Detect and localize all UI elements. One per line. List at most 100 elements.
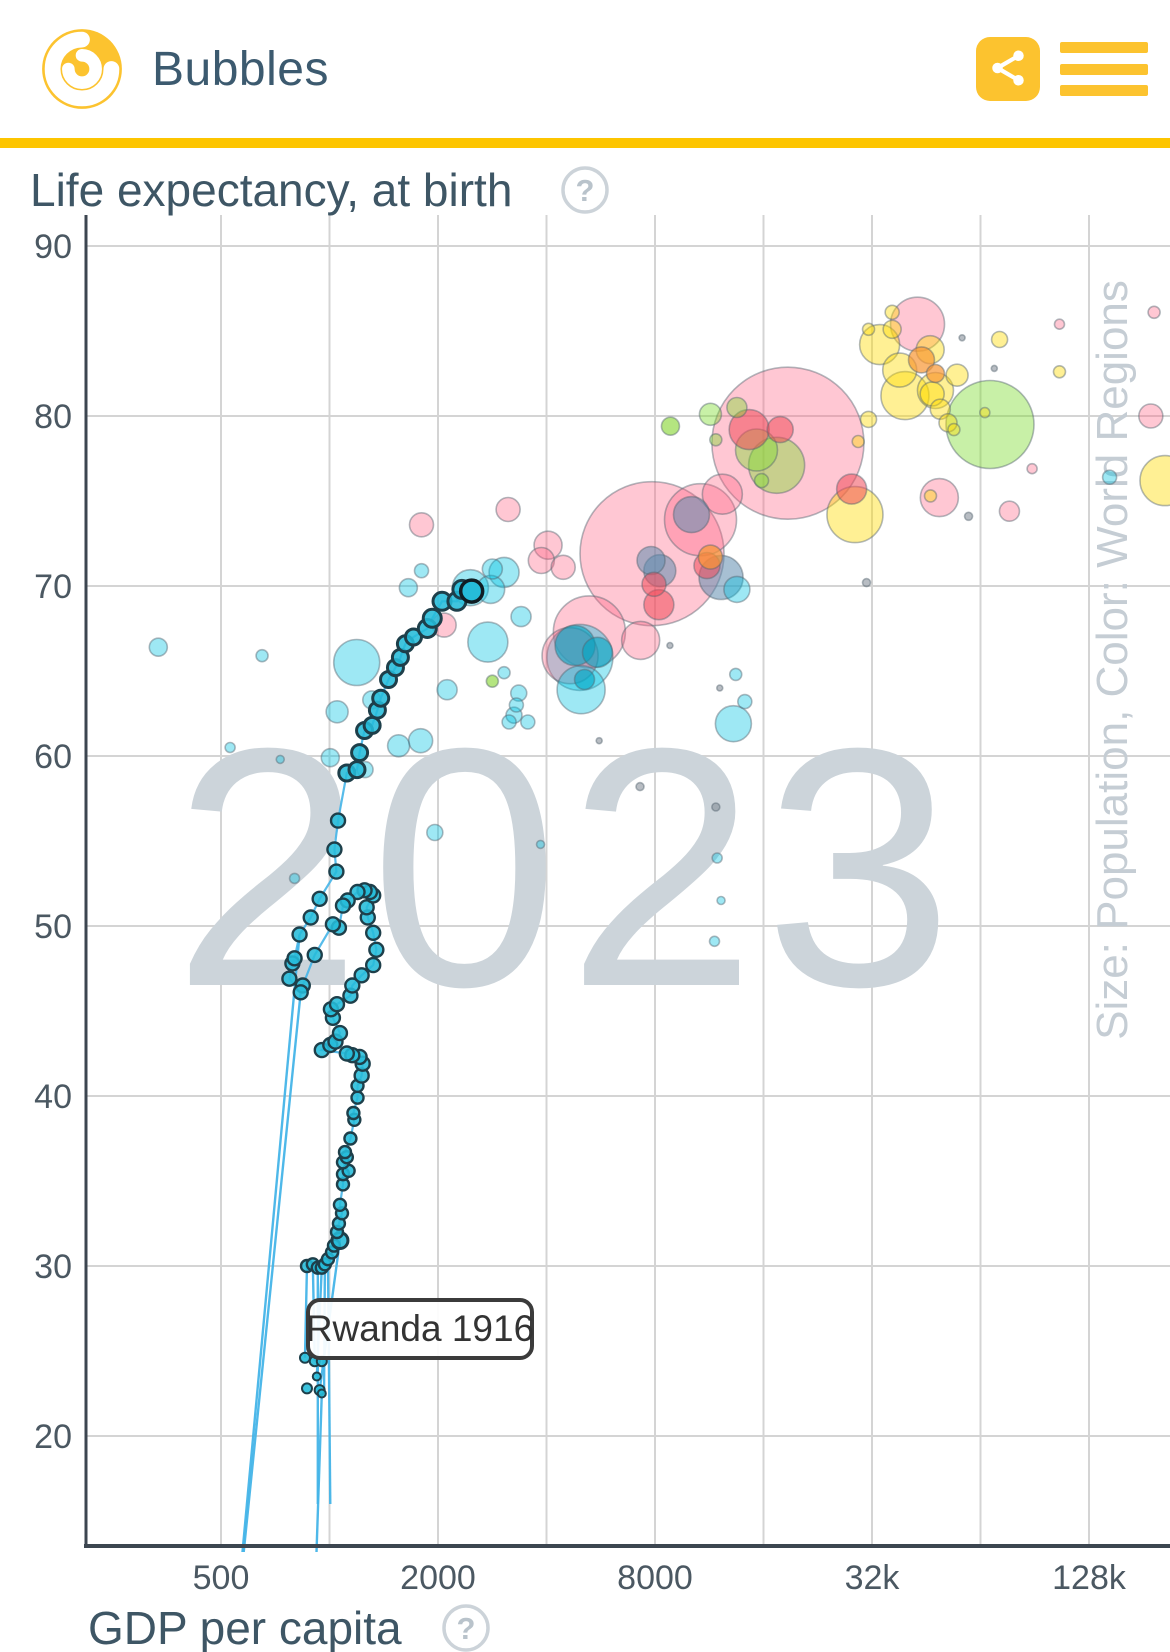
bubble[interactable] <box>861 577 872 588</box>
bubble[interactable] <box>413 562 430 579</box>
trail-bubble[interactable] <box>300 1382 313 1395</box>
trail-bubble[interactable] <box>328 996 346 1013</box>
bubble[interactable] <box>716 895 726 906</box>
trail-bubble[interactable] <box>311 1371 322 1382</box>
menu-button[interactable] <box>1060 37 1148 101</box>
trail-bubble[interactable] <box>338 1045 356 1062</box>
bubble[interactable] <box>728 667 743 682</box>
bubble[interactable] <box>320 747 341 768</box>
bubble[interactable] <box>386 733 411 758</box>
trail-bubble[interactable] <box>324 916 342 933</box>
bubble[interactable] <box>1147 305 1161 320</box>
bubble[interactable] <box>426 823 444 842</box>
bubble[interactable] <box>481 558 504 580</box>
trail-bubble[interactable] <box>350 1090 365 1105</box>
bubble[interactable] <box>275 754 286 765</box>
trail-bubble[interactable] <box>371 688 391 708</box>
bubble[interactable] <box>737 693 753 710</box>
bubble[interactable] <box>595 736 603 745</box>
bubble[interactable] <box>467 621 509 663</box>
bubble[interactable] <box>620 620 661 661</box>
bubble[interactable] <box>711 366 865 521</box>
bubble[interactable] <box>835 473 868 505</box>
bubble[interactable] <box>488 556 520 589</box>
bubble[interactable] <box>1101 469 1118 486</box>
bubble[interactable] <box>880 370 930 421</box>
bubble[interactable] <box>224 741 236 754</box>
bubble[interactable] <box>858 323 901 366</box>
bubble[interactable] <box>945 363 969 388</box>
trail-bubble[interactable] <box>316 1388 327 1399</box>
bubble[interactable] <box>990 364 999 373</box>
bubble[interactable] <box>697 544 724 570</box>
trail-bubble[interactable] <box>311 890 328 907</box>
trail-bubble[interactable] <box>347 760 367 780</box>
trail-bubble[interactable] <box>326 841 343 858</box>
trail-bubble[interactable] <box>331 1024 349 1042</box>
trail-bubble[interactable] <box>334 897 352 914</box>
bubble[interactable] <box>1138 403 1164 429</box>
bubble[interactable] <box>708 935 721 948</box>
trail-bubble[interactable] <box>364 924 382 941</box>
bubble[interactable] <box>636 545 666 576</box>
trail-bubble[interactable] <box>337 1144 353 1160</box>
bubble[interactable] <box>923 489 938 503</box>
bubble[interactable] <box>485 674 500 689</box>
bubble[interactable] <box>641 571 667 598</box>
trail-bubble[interactable] <box>350 743 370 763</box>
bubble[interactable] <box>925 363 946 384</box>
bubble[interactable] <box>436 678 458 701</box>
bubble[interactable] <box>907 346 936 374</box>
bubble[interactable] <box>947 422 961 437</box>
bubble[interactable] <box>635 781 645 792</box>
bubble[interactable] <box>1052 364 1067 379</box>
bubble[interactable] <box>711 802 721 812</box>
bubble[interactable] <box>508 697 525 713</box>
bubble[interactable] <box>963 511 974 522</box>
bubble[interactable] <box>495 496 521 523</box>
trail-bubble[interactable] <box>344 977 361 994</box>
bubble[interactable] <box>497 665 511 680</box>
trail-bubble[interactable] <box>281 970 298 987</box>
bubble[interactable] <box>929 398 952 421</box>
bubble[interactable] <box>711 852 723 864</box>
bubble[interactable] <box>288 872 301 885</box>
bubble[interactable] <box>533 530 563 561</box>
selected-country-bubble[interactable] <box>458 578 485 604</box>
bubble[interactable] <box>332 638 381 687</box>
bubble[interactable] <box>726 396 748 419</box>
bubble[interactable] <box>1053 318 1066 331</box>
bubble[interactable] <box>520 714 536 730</box>
bubble[interactable] <box>990 330 1009 349</box>
bubble[interactable] <box>859 410 878 429</box>
trail-bubble[interactable] <box>291 926 308 943</box>
y-axis-help-icon[interactable]: ? <box>561 166 609 214</box>
trail-bubble[interactable] <box>302 909 319 926</box>
bubble[interactable] <box>1139 454 1170 507</box>
bubble[interactable] <box>666 641 674 650</box>
trail-bubble[interactable] <box>292 984 309 1001</box>
trail-label[interactable]: Rwanda 1916 <box>306 1298 534 1360</box>
trail-bubble[interactable] <box>364 956 382 974</box>
bubble[interactable] <box>501 714 517 730</box>
bubble[interactable] <box>714 704 753 743</box>
bubble[interactable] <box>255 648 269 663</box>
trail-bubble[interactable] <box>346 1105 361 1121</box>
bubble[interactable] <box>945 379 1035 470</box>
bubble[interactable] <box>919 477 960 518</box>
bubble[interactable] <box>861 322 876 337</box>
bubble[interactable] <box>148 637 169 658</box>
bubble[interactable] <box>715 684 724 692</box>
bubble[interactable] <box>510 605 532 628</box>
x-axis-help-icon[interactable]: ? <box>442 1604 490 1652</box>
bubble[interactable] <box>958 333 966 342</box>
bubble[interactable] <box>938 412 958 433</box>
bubble[interactable] <box>851 434 866 449</box>
trail-bubble[interactable] <box>306 946 323 964</box>
bubble[interactable] <box>527 546 556 575</box>
bubble[interactable] <box>698 402 723 427</box>
bubble[interactable] <box>919 381 945 407</box>
bubble[interactable] <box>660 416 681 437</box>
bubble[interactable] <box>709 432 723 447</box>
trail-bubble[interactable] <box>328 863 345 880</box>
